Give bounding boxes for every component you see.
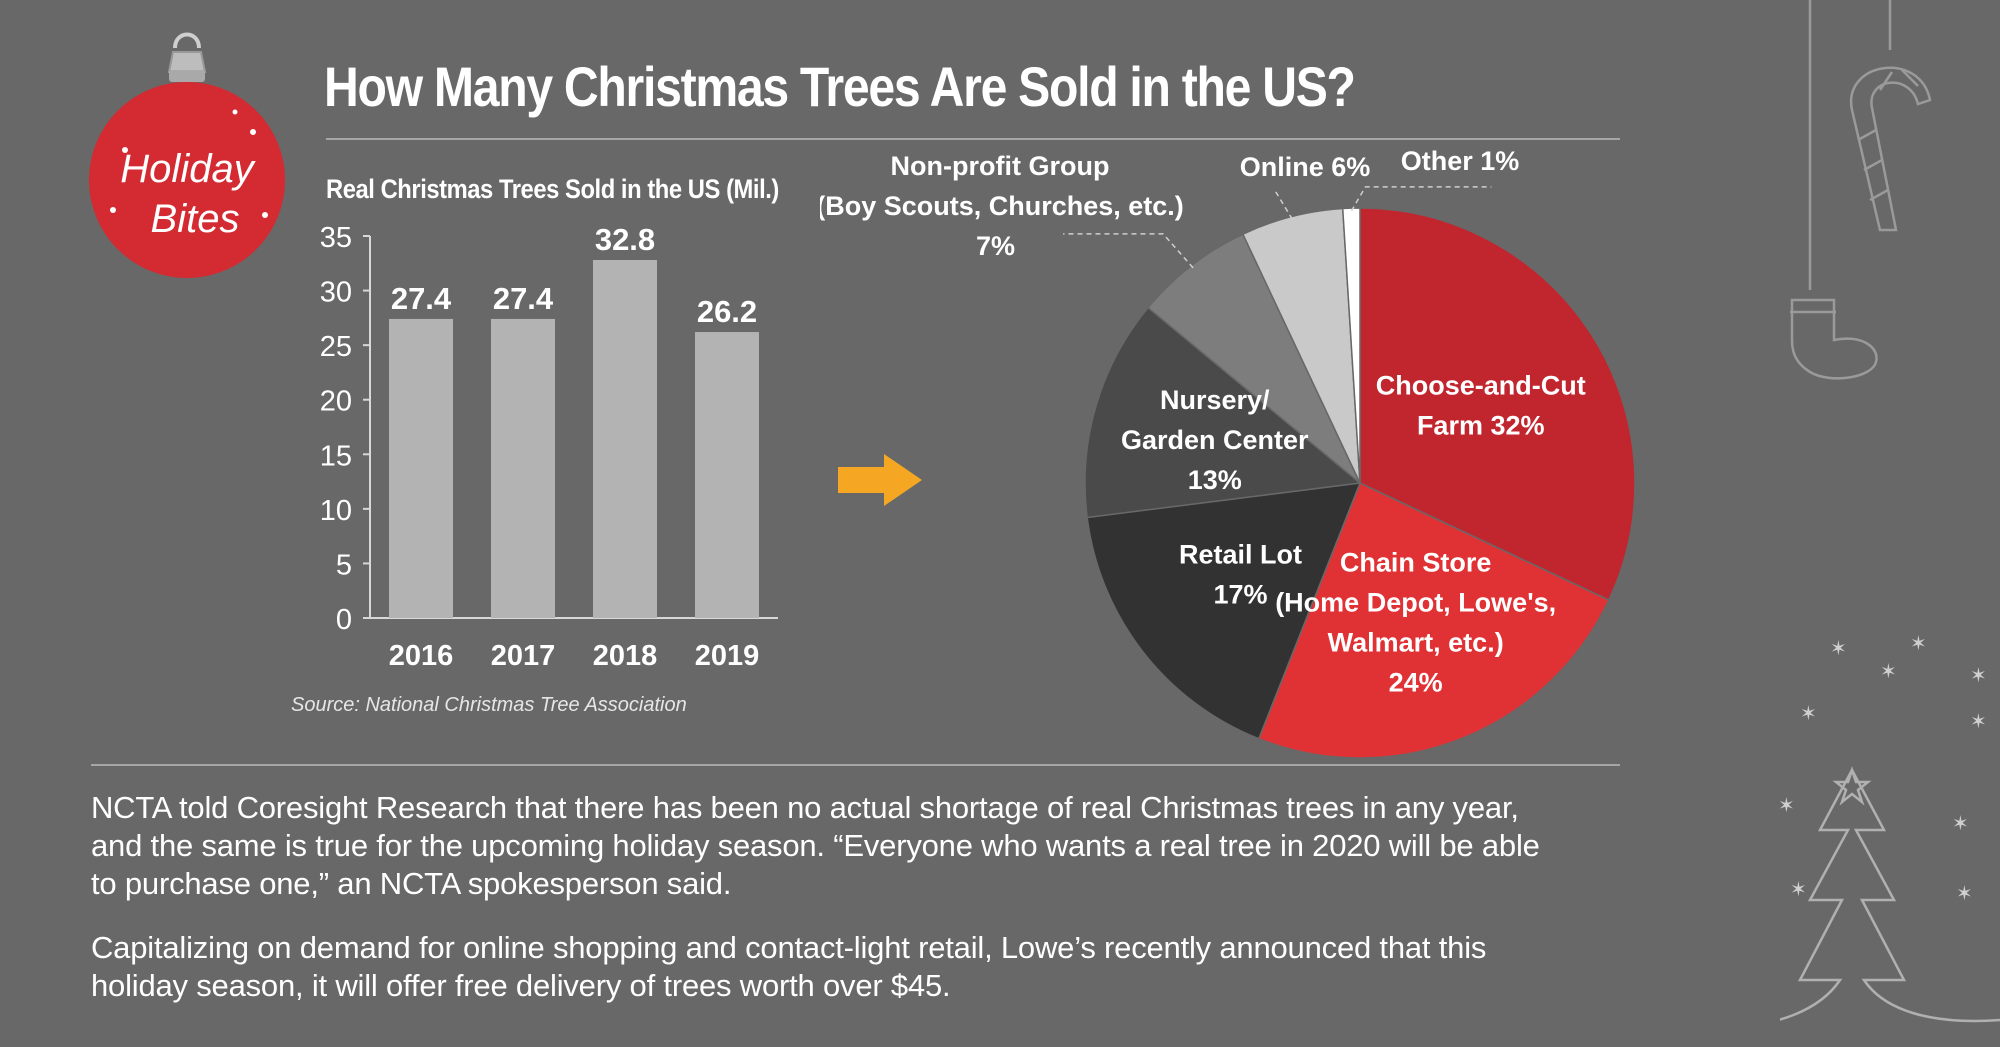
paragraph-1: NCTA told Coresight Research that there … <box>91 790 1540 901</box>
pie-label-3: 13% <box>1188 465 1242 495</box>
pie-slice-3 <box>1084 306 1362 519</box>
y-tick-label: 10 <box>320 495 352 527</box>
bar-chart-title: Real Christmas Trees Sold in the US (Mil… <box>326 174 779 204</box>
source-note: Source: National Christmas Tree Associat… <box>291 694 687 716</box>
pie-label-2: 17% <box>1213 580 1267 610</box>
decorations: ✶ ✶ ✶ ✶ ✶ ✶ ✶ ✶ ✶ ✶ <box>1780 0 2000 1023</box>
svg-text:✶: ✶ <box>1970 711 1987 733</box>
ornament-icon: Holiday Bites <box>89 32 285 278</box>
paragraph-2: Capitalizing on demand for online shoppi… <box>91 930 1487 1003</box>
pie-label-5: Online 6% <box>1240 152 1371 182</box>
title-divider <box>326 138 1620 140</box>
pie-slice-2 <box>1086 482 1362 740</box>
bar-value-label: 27.4 <box>493 281 554 316</box>
tree-outline-icon <box>1780 766 2000 1023</box>
y-tick-label: 20 <box>320 386 352 418</box>
pie-label-0: Choose-and-Cut <box>1376 370 1586 400</box>
pie-label-1: Walmart, etc.) <box>1328 628 1504 658</box>
pie-label-4: (Boy Scouts, Churches, etc.) <box>820 191 1184 221</box>
pie-label-2: Retail Lot <box>1179 540 1302 570</box>
pie-label-6: Other 1% <box>1401 146 1520 176</box>
bar-value-label: 26.2 <box>697 294 757 329</box>
leader-line <box>1273 188 1293 220</box>
svg-text:✶: ✶ <box>1970 665 1987 687</box>
pie-chart: Choose-and-Cut Farm 32% Chain Store (Home D… <box>820 146 1636 759</box>
pie-label-1: (Home Depot, Lowe's, <box>1275 588 1556 618</box>
pie-slice-6 <box>1341 207 1361 484</box>
bar-value-label: 27.4 <box>391 281 452 316</box>
star-icon <box>1832 766 1872 806</box>
arrow-right-icon <box>838 454 922 506</box>
pie-label-3: Garden Center <box>1121 425 1309 455</box>
bar-2018 <box>593 260 657 618</box>
svg-text:✶: ✶ <box>1952 813 1969 835</box>
x-tick-label: 2016 <box>389 640 454 672</box>
badge-line2: Bites <box>151 197 240 241</box>
x-tick-label: 2017 <box>491 640 556 672</box>
pie-label-3: Nursery/ <box>1160 385 1270 415</box>
svg-text:✶: ✶ <box>1880 661 1897 683</box>
page-title: How Many Christmas Trees Are Sold in the… <box>324 55 1356 118</box>
svg-text:✶: ✶ <box>1910 633 1927 655</box>
svg-text:✶: ✶ <box>1790 879 1807 901</box>
y-tick-label: 30 <box>320 277 352 309</box>
bar-chart: 0 5 10 15 20 25 30 35 27.4 2016 27.4 2017 32.8 2018 26… <box>320 222 778 672</box>
leader-line <box>1063 233 1194 269</box>
y-tick-label: 5 <box>336 549 352 581</box>
y-tick-label: 0 <box>336 604 352 636</box>
svg-text:✶: ✶ <box>1830 638 1847 660</box>
svg-text:✶: ✶ <box>1800 703 1817 725</box>
bar-2019 <box>695 332 759 618</box>
candy-cane-icon <box>1849 66 1932 232</box>
x-tick-label: 2019 <box>695 640 760 672</box>
stocking-icon <box>1790 298 1878 380</box>
leader-line <box>1350 186 1492 212</box>
y-tick-label: 15 <box>320 440 352 472</box>
section-divider <box>91 764 1620 766</box>
y-tick-label: 25 <box>320 331 352 363</box>
svg-text:✶: ✶ <box>1780 795 1795 817</box>
badge-line1: Holiday <box>120 147 256 191</box>
pie-label-1: 24% <box>1389 668 1443 698</box>
bar-2016 <box>389 318 453 618</box>
pie-label-4: Non-profit Group <box>891 151 1110 181</box>
bar-2017 <box>491 318 555 618</box>
pie-slice-0 <box>1359 207 1636 602</box>
pie-label-1: Chain Store <box>1340 548 1492 578</box>
x-tick-label: 2018 <box>593 640 658 672</box>
pie-slice-1 <box>1257 481 1610 759</box>
bar-value-label: 32.8 <box>595 222 655 257</box>
svg-text:✶: ✶ <box>1956 883 1973 905</box>
pie-label-0: Farm 32% <box>1417 410 1545 440</box>
pie-label-4: 7% <box>976 231 1015 261</box>
y-tick-label: 35 <box>320 222 352 254</box>
